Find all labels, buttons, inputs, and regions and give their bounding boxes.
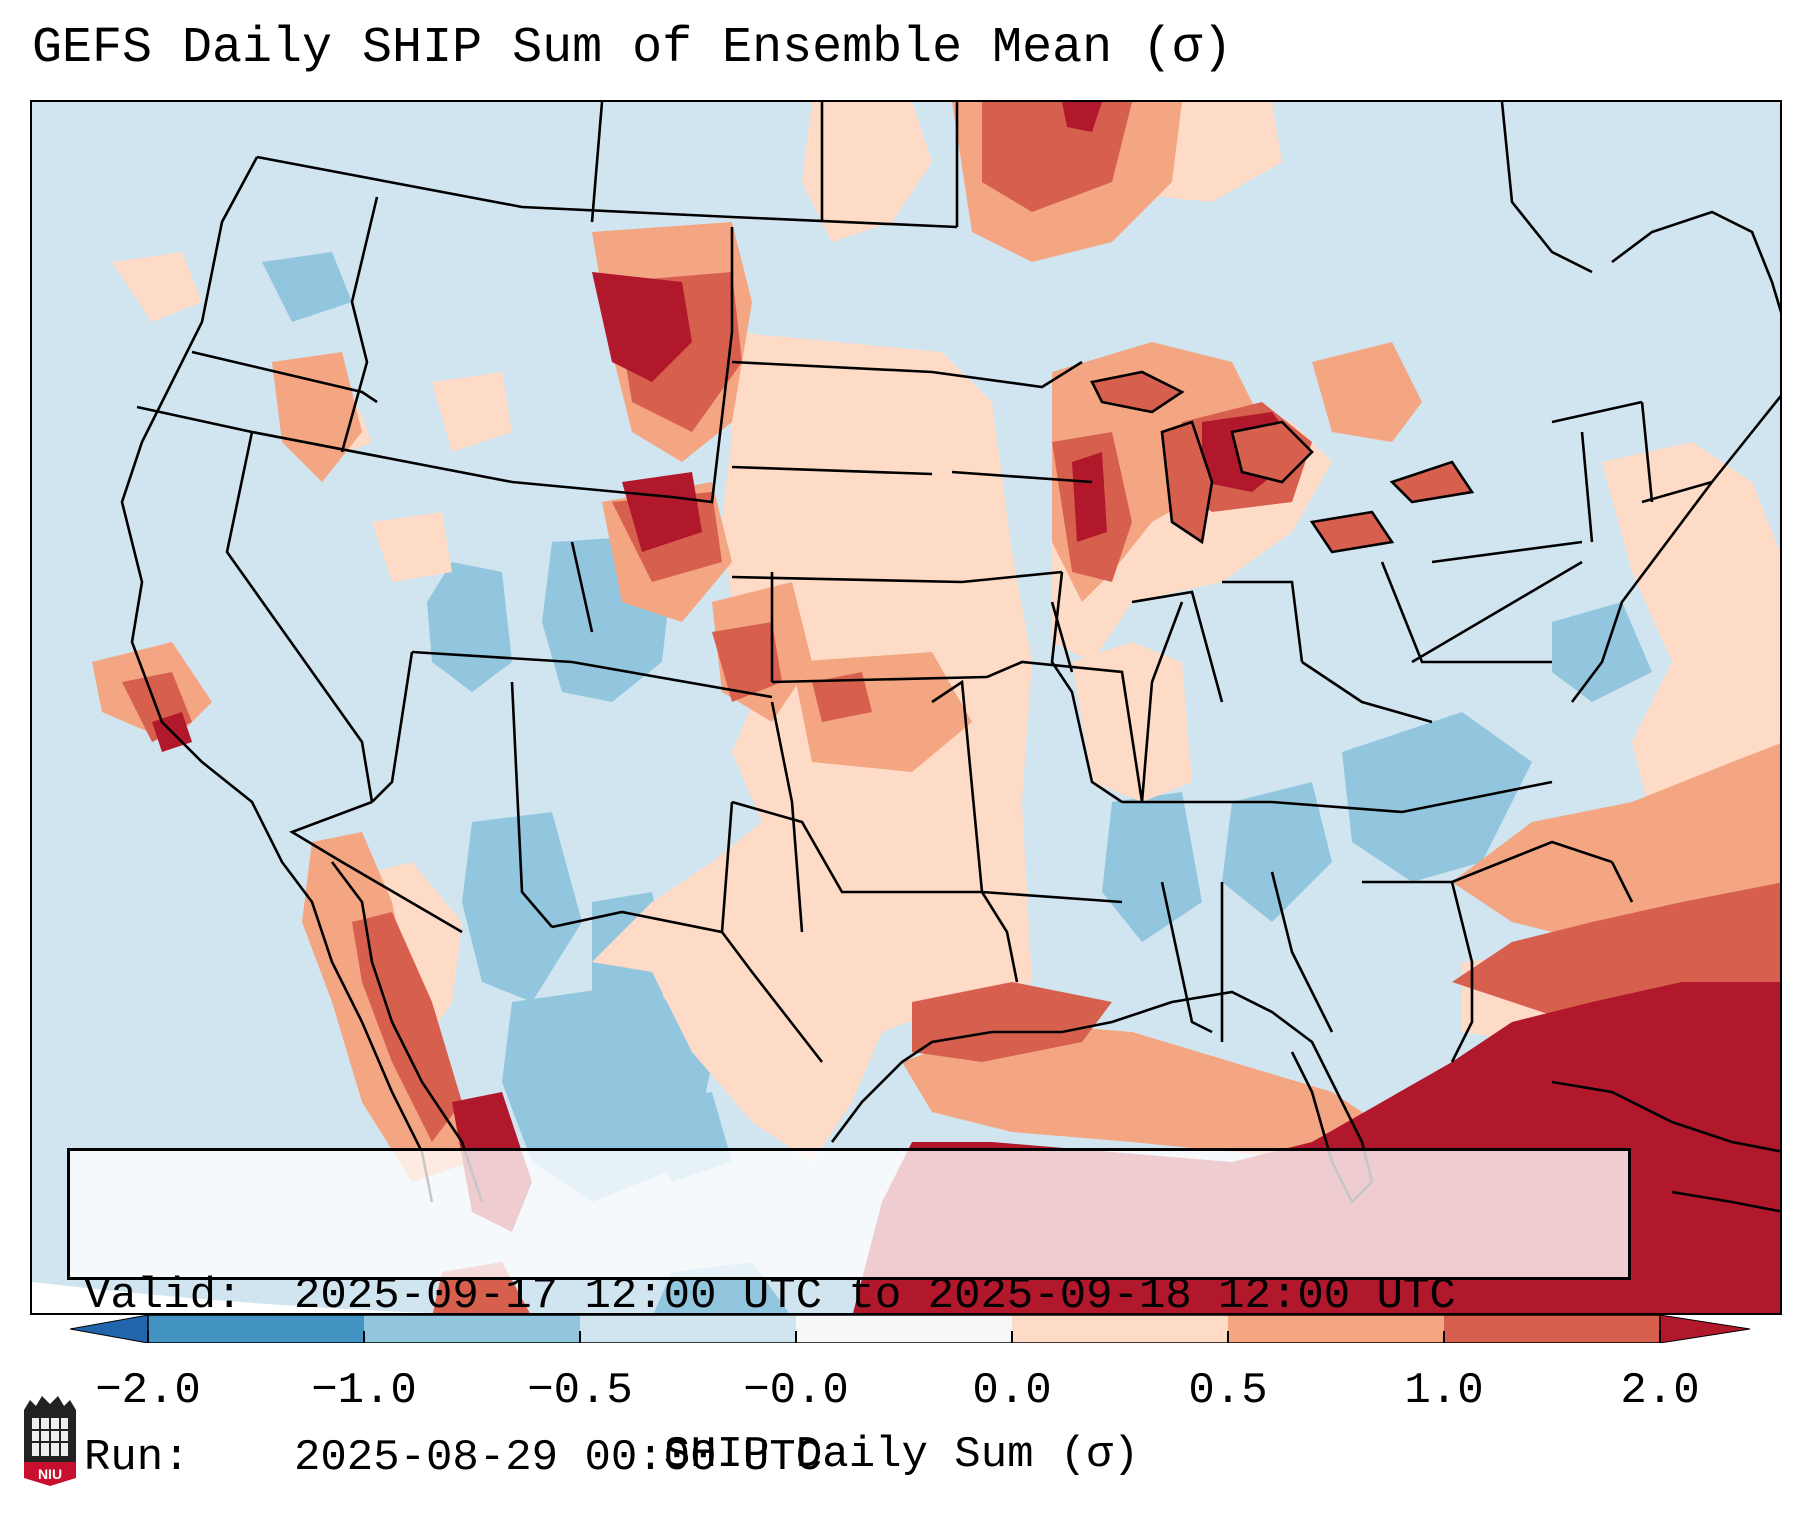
- colorbar-label: SHIP Daily Sum (σ): [663, 1430, 1140, 1480]
- run-value: 2025-08-29 00:00 UTC: [294, 1433, 823, 1483]
- valid-line: Valid: 2025-09-17 12:00 UTC to 2025-09-18…: [84, 1269, 1628, 1323]
- colorbar-tick-label: 0.0: [972, 1366, 1052, 1416]
- niu-logo-text: NIU: [38, 1466, 62, 1482]
- colorbar-over-extension: [1659, 1315, 1750, 1343]
- strong-negative-regions: [262, 252, 1652, 1313]
- colorbar-tick-label: −0.5: [527, 1366, 633, 1416]
- colorbar-tick-label: 1.0: [1404, 1366, 1484, 1416]
- valid-key: Valid:: [84, 1271, 243, 1321]
- run-line: Run: 2025-08-29 00:00 UTC: [84, 1431, 1628, 1485]
- valid-value: 2025-09-17 12:00 UTC to 2025-09-18 12:00…: [294, 1271, 1456, 1321]
- colorbar-outline: [147, 1315, 1661, 1343]
- colorbar-bin-3: [580, 1315, 796, 1343]
- colorbar-tick-label: 2.0: [1620, 1366, 1700, 1416]
- colorbar-under-extension: [70, 1315, 149, 1343]
- colorbar-bin-5: [1012, 1315, 1228, 1343]
- caribbean-islands: [1551, 1080, 1780, 1213]
- map-panel: [30, 100, 1782, 1315]
- colorbar-tick-label: 0.5: [1188, 1366, 1268, 1416]
- off-projection-area: [32, 1282, 430, 1313]
- great-lakes: [1090, 370, 1475, 554]
- state-boundaries: [136, 102, 1713, 1063]
- colorbar-bin-2: [364, 1315, 580, 1343]
- colorbar-bin-6: [1228, 1315, 1444, 1343]
- colorbar-tick-label: −2.0: [95, 1366, 201, 1416]
- colorbar-ticks: [147, 1331, 1661, 1343]
- anomaly-map: [32, 102, 1780, 1313]
- map-title: GEFS Daily SHIP Sum of Ensemble Mean (σ): [32, 20, 1233, 77]
- colorbar-tick-label: −0.0: [743, 1366, 849, 1416]
- run-key: Run:: [84, 1433, 190, 1483]
- colorbar: [70, 1315, 1750, 1343]
- niu-logo: NIU: [24, 1396, 76, 1486]
- colorbar-bin-4: [796, 1315, 1012, 1343]
- colorbar-bin-1: [148, 1315, 364, 1343]
- colorbar-tick-label: −1.0: [311, 1366, 417, 1416]
- colorbar-bin-7: [1444, 1315, 1660, 1343]
- valid-run-info-box: Valid: 2025-09-17 12:00 UTC to 2025-09-18…: [67, 1148, 1631, 1483]
